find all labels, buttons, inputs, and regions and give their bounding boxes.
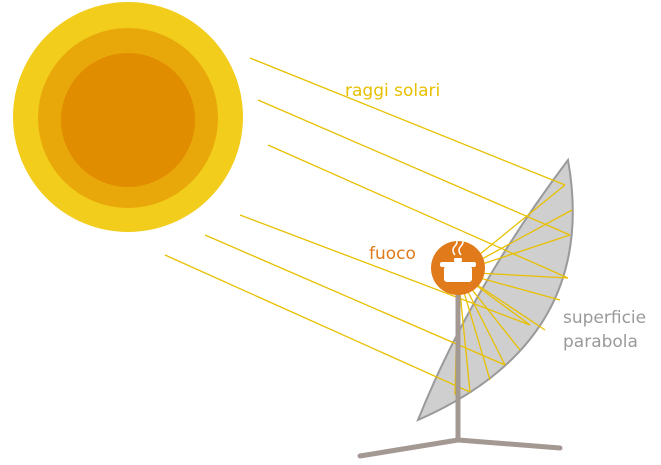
focus-label: fuoco [369,244,416,264]
pot-icon [431,237,485,295]
incoming-ray [250,58,565,185]
sun [13,2,243,232]
incoming-ray [165,255,470,392]
pot-lid [440,262,476,267]
pot-knob [454,258,462,262]
surface-label: superficie [563,308,646,328]
surface-label: parabola [563,332,638,352]
leg [458,440,560,448]
leg [360,440,458,456]
incoming-ray [268,145,568,278]
sun-inner [61,53,195,187]
parabolic-dish [418,160,573,420]
pot-body [444,266,472,282]
diagram: raggi solari fuoco superficie parabola [0,0,661,465]
rays-label: raggi solari [345,81,440,101]
